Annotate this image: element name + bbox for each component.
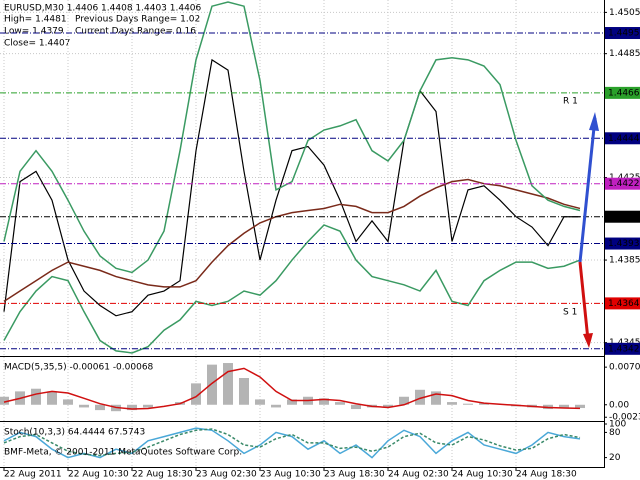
price-tag-label: 1.4466 [608, 88, 640, 98]
histogram-bar [79, 404, 89, 408]
series-line [3, 367, 581, 410]
y-tick-label: 1.4505 [609, 8, 640, 18]
time-label: 24 Aug 02:30 [388, 470, 449, 480]
forecast-arrow-down [578, 261, 590, 341]
histogram-bar [191, 383, 201, 405]
time-label: 24 Aug 18:30 [516, 470, 577, 480]
arrow-head [583, 333, 593, 348]
price-tag [605, 132, 640, 145]
histogram-bar [287, 399, 297, 405]
histogram-bar [335, 402, 345, 405]
y-tick-label: 1.4385 [609, 256, 640, 266]
histogram-bar [479, 403, 489, 405]
histogram-bar [223, 363, 233, 405]
macd-title: MACD(5,35,5) -0.00061 -0.00068 [4, 363, 154, 373]
price-tag [605, 342, 640, 355]
histogram-bar [559, 404, 569, 408]
y-tick-label: 80 [609, 428, 621, 438]
time-label: 22 Aug 10:30 [68, 470, 129, 480]
series-line [3, 1, 581, 274]
histogram-bar [95, 404, 105, 411]
histogram-bar [383, 404, 393, 408]
histogram-bar [351, 404, 361, 410]
histogram-bar [127, 404, 137, 411]
histogram-bar [143, 404, 153, 408]
histogram-bar [447, 402, 457, 405]
price-tag-label: 1.4342 [608, 344, 640, 354]
time-label: 23 Aug 02:30 [196, 470, 257, 480]
annotation: Current Days Range= 0.16 [75, 27, 196, 37]
annotation: S 1 [563, 308, 577, 318]
copyright: BMF-Meta, © 2001-2011 MetaQuotes Softwar… [4, 448, 242, 458]
price-tag-label: 1.4495 [608, 29, 640, 39]
y-tick-label: 1.4485 [609, 49, 640, 59]
histogram-bar [207, 364, 217, 405]
histogram-bar [463, 403, 473, 405]
arrow-head [589, 112, 599, 131]
annotation: High= 1.4481 [4, 15, 67, 25]
y-tick-label: -0.00233 [609, 413, 640, 423]
annotation: R 1 [563, 97, 578, 107]
time-label: 24 Aug 10:30 [452, 470, 513, 480]
price-tag [605, 86, 640, 99]
price-tag [605, 27, 640, 40]
histogram-bar [271, 404, 281, 408]
histogram-bar [0, 396, 9, 405]
histogram-bar [575, 404, 585, 409]
time-label: 23 Aug 18:30 [324, 470, 385, 480]
histogram-bar [415, 389, 425, 405]
price-tag-label: 1.4444 [608, 134, 640, 144]
histogram-bar [319, 398, 329, 405]
price-tag-label: 1.4364 [608, 299, 640, 309]
series-line [3, 427, 581, 459]
histogram-bar [255, 399, 265, 405]
time-label: 22 Aug 18:30 [132, 470, 193, 480]
price-tag [605, 297, 640, 310]
y-tick-label: 0.00703 [609, 363, 640, 373]
price-tag [605, 210, 640, 223]
histogram-bar [399, 396, 409, 405]
annotation: Close= 1.4407 [4, 39, 70, 49]
price-tag-label: 1.4422 [608, 179, 640, 189]
histogram-bar [31, 388, 41, 405]
price-tag [605, 177, 640, 190]
histogram-bar [239, 378, 249, 405]
forecast-arrow-up [578, 117, 597, 263]
y-tick-label: 20 [609, 453, 621, 463]
histogram-bar [47, 391, 57, 405]
series-line [3, 224, 581, 354]
y-tick-label: 100 [609, 420, 626, 430]
price-tag-label: 1.4406 [608, 212, 640, 222]
symbol-header: EURUSD,M30 1.4406 1.4408 1.4403 1.4406 [4, 4, 202, 14]
time-label: 23 Aug 10:30 [260, 470, 321, 480]
series-line [3, 428, 581, 457]
annotation: Low= 1.4379 [4, 27, 64, 37]
y-tick-label: 0.00 [609, 400, 629, 410]
annotation: Previous Days Range= 1.02 [75, 15, 200, 25]
series-line [3, 58, 580, 317]
time-label: 22 Aug 2011 [4, 470, 62, 480]
stoch-title: Stoch(10,3,3) 64.4444 67.5743 [4, 428, 145, 438]
price-tag [605, 237, 640, 250]
histogram-bar [431, 391, 441, 405]
histogram-bar [63, 399, 73, 405]
price-tag-label: 1.4393 [608, 239, 640, 249]
